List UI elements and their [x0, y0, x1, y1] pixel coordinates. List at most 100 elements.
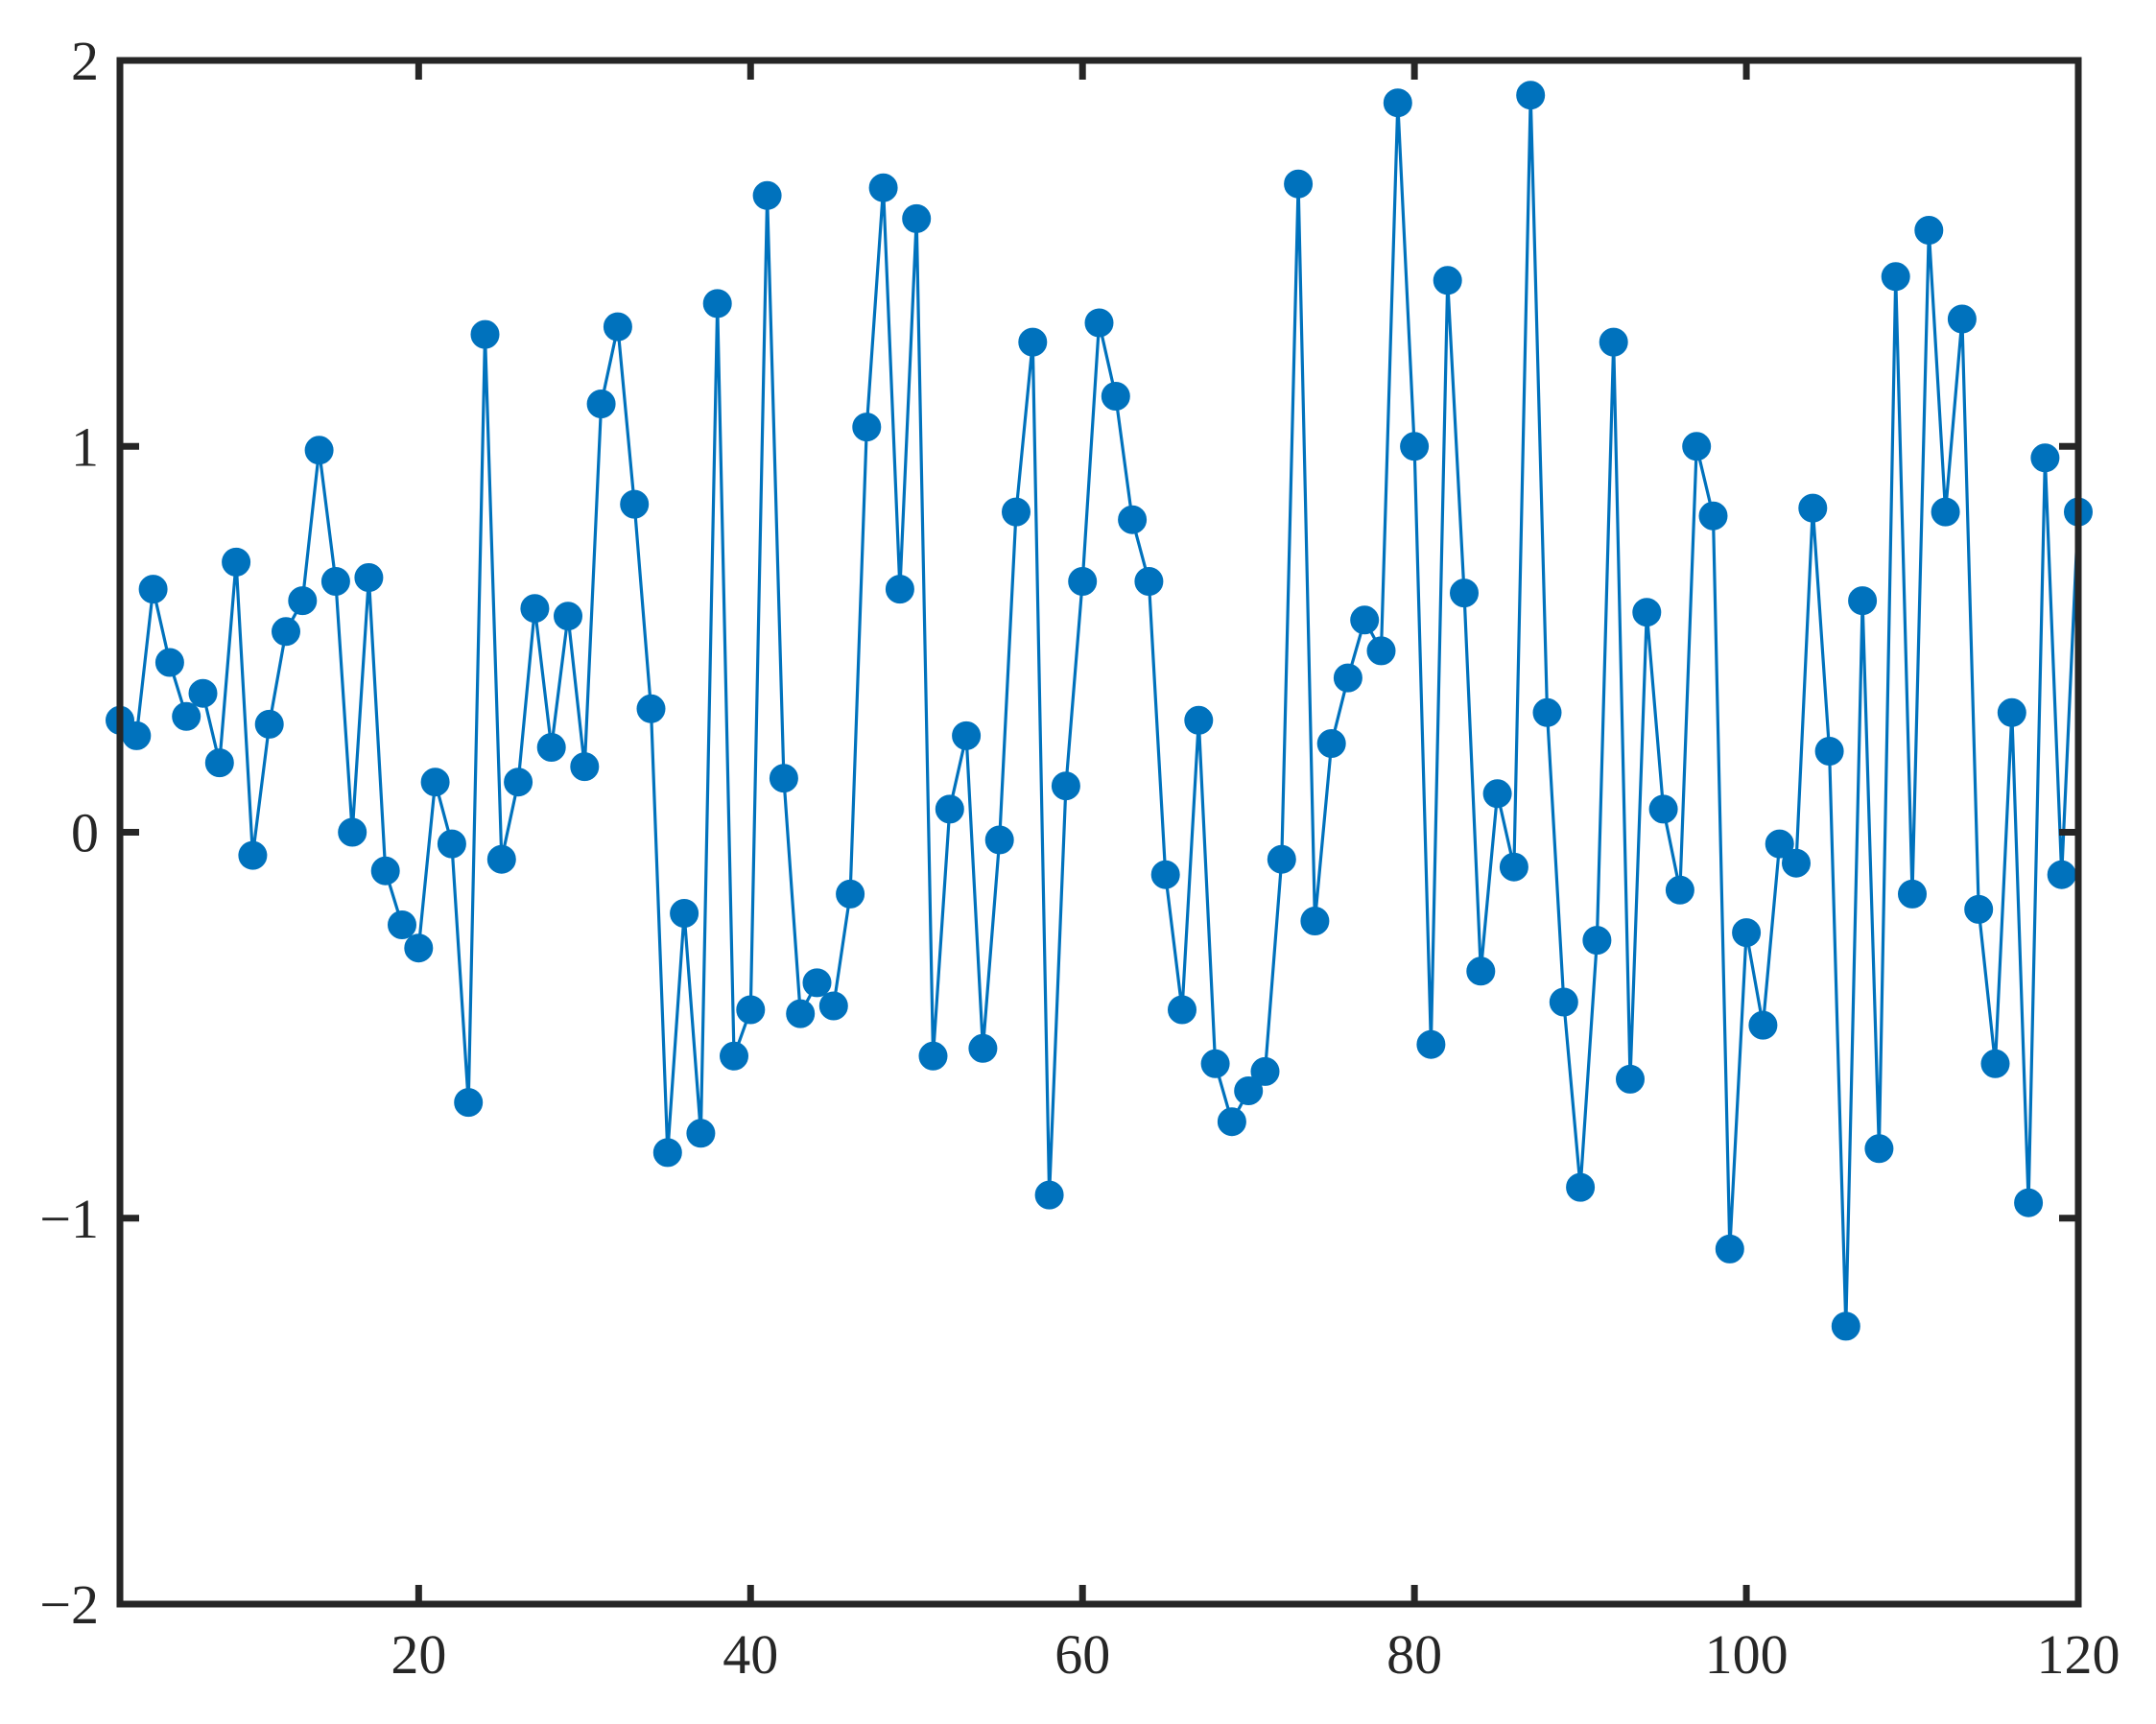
data-point	[1648, 794, 1678, 824]
x-tick-label: 60	[1054, 1623, 1110, 1686]
data-point	[122, 720, 152, 750]
data-point	[1980, 1049, 2010, 1078]
data-point	[1599, 327, 1628, 357]
data-point	[1748, 1010, 1778, 1040]
data-point	[1997, 697, 2026, 727]
data-point	[2047, 860, 2076, 889]
data-point	[504, 768, 533, 797]
data-point	[404, 933, 434, 963]
data-point	[1665, 875, 1694, 905]
ticks-layer	[120, 57, 2082, 1608]
data-point	[1831, 1311, 1860, 1341]
data-point	[586, 390, 616, 418]
data-point	[1931, 497, 1960, 527]
data-point	[1300, 907, 1330, 935]
data-point	[1698, 501, 1728, 531]
data-point	[652, 1138, 682, 1168]
data-point	[1898, 879, 1927, 909]
x-tick-label: 100	[1705, 1623, 1789, 1686]
data-point	[1350, 605, 1380, 635]
data-point	[288, 586, 318, 616]
data-point	[818, 991, 848, 1021]
data-point	[138, 575, 168, 604]
data-point	[2030, 443, 2060, 473]
data-point	[172, 701, 201, 731]
data-point	[1632, 598, 1662, 627]
data-point	[1400, 432, 1430, 461]
data-point	[1002, 497, 1031, 527]
data-point	[1383, 88, 1412, 118]
data-point	[1433, 266, 1462, 295]
data-point	[454, 1088, 484, 1118]
data-point	[338, 817, 367, 847]
data-point	[1134, 567, 1164, 596]
data-point	[1366, 636, 1396, 666]
data-point	[769, 764, 798, 793]
data-point	[1333, 663, 1362, 693]
data-point	[802, 968, 832, 998]
data-point	[1101, 382, 1130, 411]
data-point	[1450, 579, 1479, 608]
series-layer	[106, 81, 2093, 1341]
data-point	[885, 575, 914, 604]
data-point	[1316, 729, 1346, 758]
data-point	[420, 768, 450, 797]
data-point	[1881, 262, 1910, 292]
data-point	[1616, 1064, 1645, 1094]
data-point	[536, 733, 566, 762]
data-point	[1682, 432, 1712, 461]
data-point	[204, 748, 234, 778]
data-point	[154, 648, 184, 677]
series-line	[118, 93, 2080, 1329]
data-point	[1217, 1107, 1246, 1137]
data-point	[1782, 848, 1811, 878]
data-point	[1184, 705, 1214, 735]
data-point	[1732, 918, 1762, 948]
data-point	[902, 203, 932, 233]
y-tick-label: 0	[71, 802, 99, 864]
data-point	[852, 413, 882, 442]
tick-labels: 20 40 60 80 100 120 −2 −1 0 1 2	[39, 30, 2120, 1686]
data-point	[636, 694, 666, 723]
data-point	[984, 825, 1014, 855]
x-tick-label: 80	[1386, 1623, 1442, 1686]
x-tick-label: 20	[391, 1623, 446, 1686]
data-point	[554, 602, 582, 631]
data-point	[1416, 1029, 1446, 1059]
data-point	[702, 289, 732, 319]
data-point	[603, 312, 632, 342]
data-point	[836, 879, 865, 909]
data-point	[388, 910, 416, 939]
data-point	[686, 1119, 716, 1148]
data-point	[620, 489, 650, 519]
data-point	[670, 899, 699, 928]
data-point	[736, 995, 766, 1025]
data-point	[304, 436, 334, 465]
data-point	[935, 794, 964, 824]
data-point	[222, 547, 251, 577]
data-point	[1964, 894, 1994, 924]
data-point	[1267, 844, 1296, 874]
data-point	[1150, 860, 1180, 889]
data-point	[1765, 829, 1794, 859]
data-point	[1168, 995, 1196, 1025]
data-point	[1051, 771, 1080, 801]
data-point	[370, 856, 400, 886]
data-point	[486, 844, 516, 874]
data-point	[1848, 586, 1878, 616]
data-point	[238, 840, 268, 870]
data-point	[1084, 308, 1114, 338]
data-point	[752, 180, 782, 210]
data-point	[1250, 1056, 1280, 1086]
data-point	[254, 709, 284, 739]
data-point	[1549, 987, 1578, 1017]
data-point	[1947, 304, 1977, 334]
data-point	[2014, 1188, 2044, 1217]
data-point	[1715, 1234, 1744, 1263]
data-point	[1516, 81, 1546, 110]
data-point	[1284, 169, 1314, 199]
data-point	[918, 1041, 948, 1071]
data-point	[1018, 327, 1048, 357]
data-point	[1200, 1049, 1230, 1078]
